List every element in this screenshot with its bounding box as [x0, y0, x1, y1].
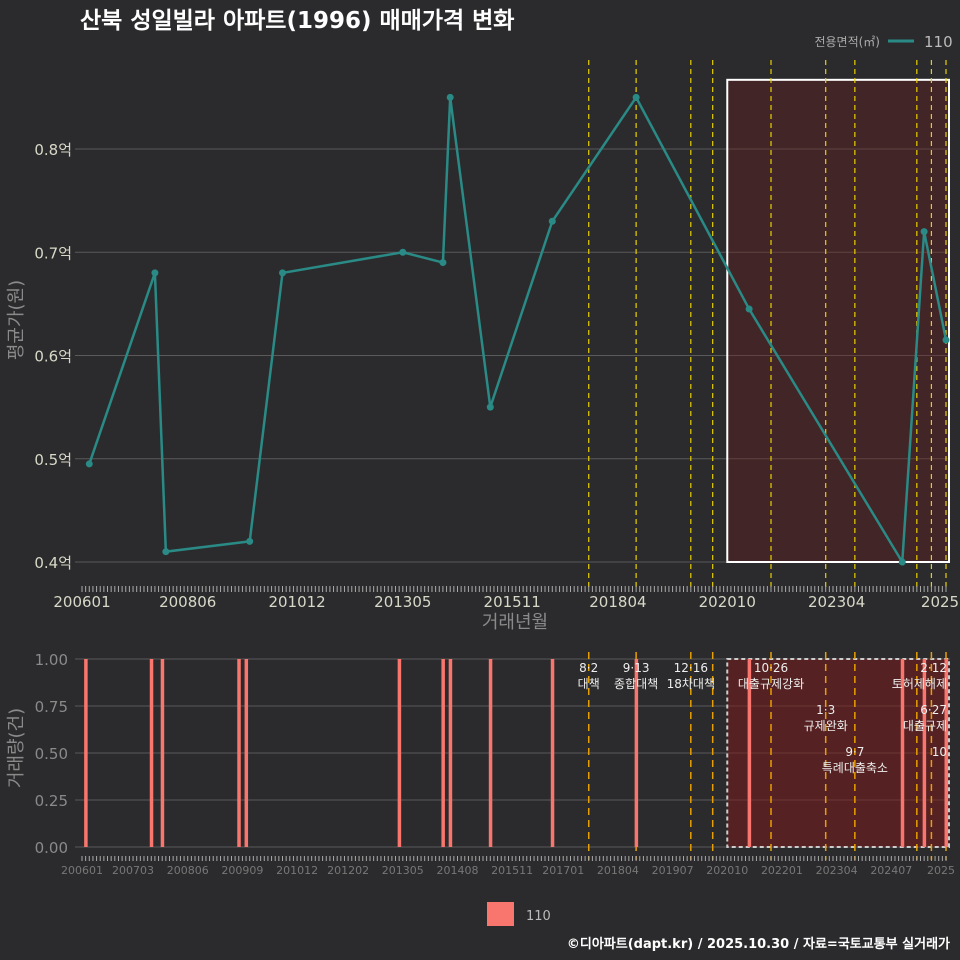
- bar: [747, 659, 752, 847]
- x-tick-label: 201408: [436, 864, 478, 877]
- x-tick-label: 201701: [542, 864, 584, 877]
- data-point: [162, 548, 170, 556]
- x-tick-label: 202407: [870, 864, 912, 877]
- bar: [244, 659, 249, 847]
- event-date-label: 9·13: [623, 661, 650, 675]
- bar: [488, 659, 493, 847]
- event-label: 종합대책: [614, 676, 658, 691]
- event-date-label: 9·7: [845, 745, 864, 759]
- x-tick-label: 202304: [816, 864, 858, 877]
- event-date-label: 1·3: [816, 703, 835, 717]
- y-tick-label: 0.50: [35, 745, 68, 763]
- y-tick-label: 0.25: [35, 792, 68, 810]
- x-tick-label: 2025: [927, 864, 955, 877]
- event-date-label: 10·26: [754, 661, 788, 675]
- y-tick-label: 0.00: [35, 839, 68, 857]
- highlight-region: [726, 78, 950, 563]
- x-tick-label: 201012: [268, 593, 325, 611]
- event-label: 대출규제: [903, 719, 947, 733]
- x-tick-label: 200703: [112, 864, 154, 877]
- event-date-label: 10: [932, 745, 947, 759]
- data-point: [486, 403, 494, 411]
- y-tick-label: 1.00: [35, 651, 68, 669]
- legend-label: 110: [526, 909, 551, 924]
- x-tick-label: 201305: [374, 593, 431, 611]
- bar: [84, 659, 88, 847]
- data-point: [548, 217, 556, 225]
- x-tick-label: 202010: [699, 593, 756, 611]
- x-tick-label: 201511: [491, 864, 533, 877]
- y-axis-title: 평균가(원): [6, 280, 27, 360]
- x-tick-label: 201804: [597, 864, 639, 877]
- event-label: 특례대출축소: [822, 761, 888, 775]
- legend-swatch-icon: [487, 902, 514, 926]
- y-tick-label: 0.8억: [34, 141, 72, 159]
- x-tick-label: 2025: [921, 593, 959, 611]
- bar: [160, 659, 165, 847]
- bar: [448, 659, 453, 847]
- x-tick-label: 200601: [53, 593, 110, 611]
- y-axis-title: 거래량(건): [6, 708, 27, 788]
- x-tick-label: 201202: [327, 864, 369, 877]
- event-date-label: 12·16: [674, 661, 708, 675]
- event-date-label: 2·12: [920, 661, 947, 675]
- data-point: [85, 460, 93, 468]
- bar: [237, 659, 241, 847]
- x-tick-label: 200909: [221, 864, 263, 877]
- bar: [634, 659, 639, 847]
- legend-label: 110: [924, 33, 953, 51]
- event-label: 대출규제강화: [738, 677, 804, 691]
- data-point: [920, 228, 928, 236]
- x-tick-label: 202201: [761, 864, 803, 877]
- x-tick-label: 201511: [484, 593, 541, 611]
- data-point: [446, 93, 454, 101]
- bar: [922, 659, 927, 847]
- x-tick-label: 201804: [589, 593, 646, 611]
- data-point: [399, 248, 407, 256]
- x-tick-label: 200601: [61, 864, 103, 877]
- x-tick-label: 201012: [276, 864, 318, 877]
- event-label: 토허제해제: [892, 677, 947, 691]
- x-tick-label: 202010: [706, 864, 748, 877]
- x-tick-label: 201305: [382, 864, 424, 877]
- bar: [550, 659, 555, 847]
- event-date-label: 8·2: [579, 661, 598, 675]
- event-label: 18차대책: [667, 676, 715, 691]
- data-point: [279, 269, 287, 277]
- y-tick-label: 0.4억: [34, 554, 72, 572]
- data-point: [898, 558, 906, 566]
- data-point: [151, 269, 159, 277]
- y-tick-label: 0.7억: [34, 244, 72, 262]
- event-label: 규제완화: [804, 719, 848, 733]
- y-tick-label: 0.75: [35, 698, 68, 716]
- footer-credit: ©디아파트(dapt.kr) / 2025.10.30 / 자료=국토교통부 실…: [567, 936, 950, 952]
- event-label: 대책: [578, 676, 600, 691]
- bar: [149, 659, 154, 847]
- y-tick-label: 0.6억: [34, 348, 72, 366]
- bar: [441, 659, 445, 847]
- event-date-label: 6·27: [920, 703, 947, 717]
- y-tick-label: 0.5억: [34, 451, 72, 469]
- data-point: [942, 336, 950, 344]
- x-tick-label: 200806: [167, 864, 209, 877]
- data-point: [632, 93, 640, 101]
- highlight-region: [726, 658, 950, 848]
- bar: [944, 659, 948, 847]
- chart-title: 산북 성일빌라 아파트(1996) 매매가격 변화: [80, 8, 514, 34]
- data-point: [745, 305, 753, 313]
- x-tick-label: 201907: [652, 864, 694, 877]
- x-tick-label: 200806: [159, 593, 216, 611]
- x-axis-title: 거래년월: [482, 612, 548, 633]
- data-point: [439, 259, 447, 267]
- x-tick-label: 202304: [808, 593, 865, 611]
- legend-title: 전용면적(㎡): [814, 35, 880, 49]
- bar: [900, 659, 905, 847]
- bar: [397, 659, 402, 847]
- data-point: [246, 537, 254, 545]
